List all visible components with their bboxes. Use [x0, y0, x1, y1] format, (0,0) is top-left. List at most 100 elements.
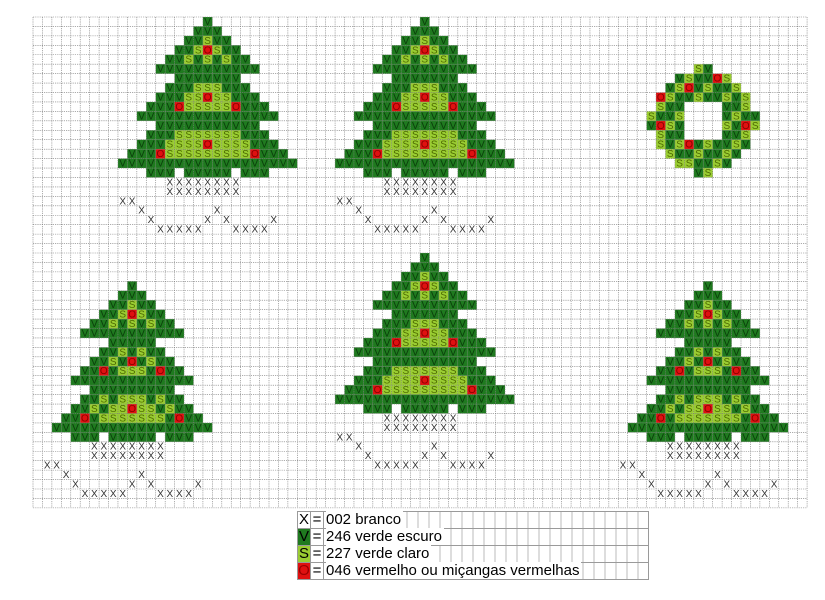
- stitch-symbol: V: [450, 347, 457, 358]
- stitch-S: [193, 101, 203, 112]
- stitch-V: [457, 54, 468, 65]
- stitch-V: [410, 54, 421, 65]
- stitch-symbol: V: [119, 338, 126, 349]
- stitch-V: [684, 432, 694, 442]
- stitch-symbol: O: [100, 366, 108, 377]
- stitch-symbol: S: [431, 385, 438, 396]
- stitch-V: [486, 375, 496, 386]
- stitch-V: [684, 149, 694, 159]
- stitch-symbol: V: [374, 300, 381, 311]
- stitch-symbol: X: [421, 423, 428, 434]
- stitch-V: [117, 375, 128, 386]
- stitch-V: [420, 111, 430, 121]
- stitch-symbol: V: [233, 159, 240, 170]
- stitch-V: [136, 139, 147, 150]
- stitch-V: [127, 385, 137, 395]
- stitch-symbol: V: [365, 168, 372, 179]
- stitch-symbol: V: [138, 159, 145, 170]
- stitch-symbol: S: [695, 64, 702, 75]
- stitch-symbol: V: [431, 168, 438, 179]
- stitch-V: [212, 64, 222, 74]
- stitch-symbol: V: [119, 159, 126, 170]
- stitch-S: [146, 404, 156, 414]
- stitch-V: [146, 168, 156, 178]
- stitch-symbol: S: [176, 140, 183, 151]
- stitch-V: [476, 394, 487, 405]
- stitch-V: [155, 404, 166, 414]
- stitch-V: [382, 290, 392, 301]
- stitch-symbol: X: [412, 225, 419, 236]
- stitch-symbol: V: [657, 395, 664, 406]
- stitch-symbol: S: [148, 357, 155, 368]
- stitch-V: [108, 394, 118, 405]
- stitch-symbol: S: [129, 395, 136, 406]
- stitch-V: [335, 158, 345, 169]
- stitch-symbol: V: [657, 111, 664, 122]
- stitch-symbol: V: [129, 291, 136, 302]
- stitch-symbol: S: [686, 74, 693, 85]
- stitch-symbol: V: [440, 111, 447, 122]
- stitch-S: [184, 139, 194, 150]
- stitch-S: [212, 139, 222, 150]
- stitch-symbol: X: [421, 413, 428, 424]
- stitch-symbol: S: [204, 102, 211, 113]
- stitch-symbol: V: [733, 347, 740, 358]
- stitch-symbol: X: [365, 451, 372, 462]
- stitch-symbol: O: [204, 45, 212, 56]
- stitch-symbol: X: [450, 461, 457, 472]
- stitch-symbol: V: [374, 328, 381, 339]
- stitch-symbol: V: [119, 300, 126, 311]
- stitch-S: [420, 83, 430, 93]
- stitch-symbol: V: [440, 300, 447, 311]
- stitch-symbol: V: [365, 102, 372, 113]
- stitch-S: [391, 130, 402, 140]
- stitch-symbol: V: [261, 149, 268, 160]
- stitch-V: [457, 404, 468, 414]
- stitch-V: [382, 300, 392, 310]
- stitch-V: [703, 73, 713, 84]
- stitch-V: [212, 158, 222, 169]
- stitch-V: [476, 347, 487, 357]
- stitch-V: [703, 281, 713, 291]
- stitch-symbol: V: [695, 140, 702, 151]
- stitch-V: [410, 271, 421, 282]
- stitch-V: [174, 92, 185, 102]
- stitch-symbol: S: [110, 404, 117, 415]
- stitch-symbol: V: [724, 347, 731, 358]
- stitch-S: [165, 139, 175, 150]
- stitch-symbol: X: [157, 451, 164, 462]
- stitch-S: [693, 404, 704, 414]
- stitch-V: [146, 111, 156, 121]
- stitch-symbol: V: [91, 385, 98, 396]
- stitch-V: [410, 111, 421, 121]
- stitch-V: [476, 158, 487, 169]
- stitch-V: [722, 394, 732, 405]
- stitch-V: [401, 168, 411, 178]
- stitch-symbol: S: [431, 319, 438, 330]
- stitch-symbol: V: [223, 111, 230, 122]
- stitch-symbol: S: [421, 272, 428, 283]
- stitch-S: [693, 309, 704, 320]
- stitch-V: [363, 394, 373, 405]
- stitch-S: [391, 366, 402, 376]
- stitch-V: [108, 375, 118, 386]
- stitch-symbol: X: [157, 489, 164, 500]
- stitch-V: [184, 413, 194, 423]
- stitch-S: [240, 149, 251, 159]
- stitch-symbol: V: [459, 395, 466, 406]
- stitch-V: [457, 300, 468, 310]
- stitch-S: [429, 101, 439, 112]
- stitch-V: [287, 158, 298, 169]
- stitch-symbol: O: [742, 121, 750, 132]
- stitch-symbol: X: [403, 177, 410, 188]
- stitch-V: [448, 319, 458, 329]
- stitch-V: [184, 422, 194, 433]
- stitch-V: [438, 64, 449, 74]
- stitch-V: [438, 158, 449, 169]
- stitch-V: [99, 404, 109, 414]
- stitch-S: [722, 92, 732, 102]
- stitch-symbol: V: [252, 168, 259, 179]
- stitch-V: [769, 413, 779, 423]
- stitch-symbol: V: [431, 310, 438, 321]
- stitch-symbol: O: [393, 102, 401, 113]
